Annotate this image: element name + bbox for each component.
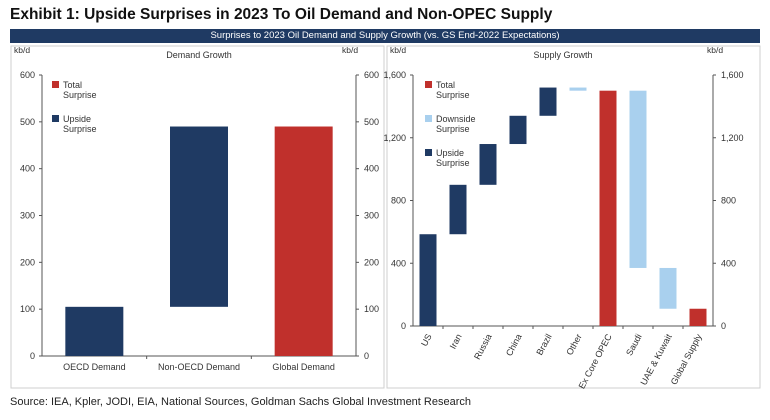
demand-ytick-label-right: 500 (364, 117, 379, 127)
supply-ytick-label-left: 1,600 (383, 70, 406, 80)
demand-ytick-label-right: 100 (364, 304, 379, 314)
supply-xtick-label-saudi: Saudi (624, 332, 644, 357)
demand-legend-swatch-upside (52, 115, 59, 122)
supply-panel-frame (386, 45, 761, 389)
demand-ytick-label-right: 400 (364, 164, 379, 174)
supply-xtick-label-global-supply: Global Supply (669, 332, 704, 387)
demand-bar-global-demand (274, 126, 333, 357)
supply-legend-swatch-downside (425, 115, 432, 122)
supply-xtick-label-other: Other (564, 332, 583, 357)
demand-ytick-label-left: 100 (20, 304, 35, 314)
demand-ytick-label-left: 400 (20, 164, 35, 174)
supply-ytick-label-right: 0 (721, 321, 726, 331)
supply-ytick-label-right: 1,600 (721, 70, 744, 80)
demand-chart-title: Demand Growth (166, 50, 232, 60)
demand-legend-swatch-total (52, 81, 59, 88)
demand-ytick-label-right: 300 (364, 211, 379, 221)
supply-xtick-label-us: US (419, 332, 434, 348)
demand-ytick-label-right: 0 (364, 351, 369, 361)
supply-bar-ex-core-opec (599, 90, 617, 326)
demand-legend-label-upside: Upside Surprise (63, 114, 97, 134)
supply-bar-china (509, 115, 527, 145)
supply-bar-global-supply (689, 308, 707, 326)
source-note: Source: IEA, Kpler, JODI, EIA, National … (10, 396, 471, 408)
demand-unit-left: kb/d (14, 45, 30, 55)
supply-ytick-label-right: 800 (721, 196, 736, 206)
supply-legend-label-downside: Downside Surprise (436, 114, 476, 134)
supply-bar-uae-kuwait (659, 267, 677, 309)
supply-bar-saudi (629, 90, 647, 268)
supply-legend-label-upside: Upside Surprise (436, 148, 470, 168)
supply-ytick-label-right: 400 (721, 258, 736, 268)
supply-xtick-label-brazil: Brazil (534, 332, 553, 357)
chart-banner: Surprises to 2023 Oil Demand and Supply … (10, 29, 760, 43)
demand-ytick-label-left: 200 (20, 257, 35, 267)
supply-xtick-label-ex-core-opec: Ex Core OPEC (577, 332, 614, 391)
supply-bar-brazil (539, 87, 557, 116)
supply-ytick-label-left: 1,200 (383, 133, 406, 143)
demand-ytick-label-left: 0 (30, 351, 35, 361)
supply-bar-russia (479, 144, 497, 185)
supply-bar-us (419, 234, 437, 326)
supply-unit-left: kb/d (390, 45, 406, 55)
supply-chart-title: Supply Growth (533, 50, 592, 60)
supply-unit-right: kb/d (707, 45, 723, 55)
supply-xtick-label-uae-kuwait: UAE & Kuwait (638, 332, 674, 387)
demand-xtick-label-non-oecd-demand: Non-OECD Demand (158, 362, 240, 372)
supply-legend-swatch-upside (425, 149, 432, 156)
demand-xtick-label-oecd-demand: OECD Demand (63, 362, 126, 372)
supply-bar-other (569, 87, 587, 91)
supply-legend-swatch-total (425, 81, 432, 88)
demand-legend-label-total: Total Surprise (63, 80, 97, 100)
supply-xtick-label-russia: Russia (472, 332, 494, 361)
demand-xtick-label-global-demand: Global Demand (272, 362, 335, 372)
demand-ytick-label-left: 600 (20, 70, 35, 80)
supply-xtick-label-china: China (504, 332, 524, 357)
demand-ytick-label-right: 200 (364, 257, 379, 267)
supply-ytick-label-left: 0 (401, 321, 406, 331)
demand-ytick-label-left: 500 (20, 117, 35, 127)
exhibit-title: Exhibit 1: Upside Surprises in 2023 To O… (10, 6, 553, 23)
supply-bar-iran (449, 184, 467, 235)
demand-panel-frame (10, 45, 385, 389)
supply-ytick-label-left: 800 (391, 196, 406, 206)
supply-xtick-label-iran: Iran (448, 332, 464, 350)
demand-ytick-label-left: 300 (20, 211, 35, 221)
demand-unit-right: kb/d (342, 45, 358, 55)
demand-ytick-label-right: 600 (364, 70, 379, 80)
supply-legend-label-total: Total Surprise (436, 80, 470, 100)
demand-bar-non-oecd-demand (170, 126, 228, 307)
supply-ytick-label-left: 400 (391, 258, 406, 268)
demand-bar-oecd-demand (65, 306, 124, 356)
supply-ytick-label-right: 1,200 (721, 133, 744, 143)
